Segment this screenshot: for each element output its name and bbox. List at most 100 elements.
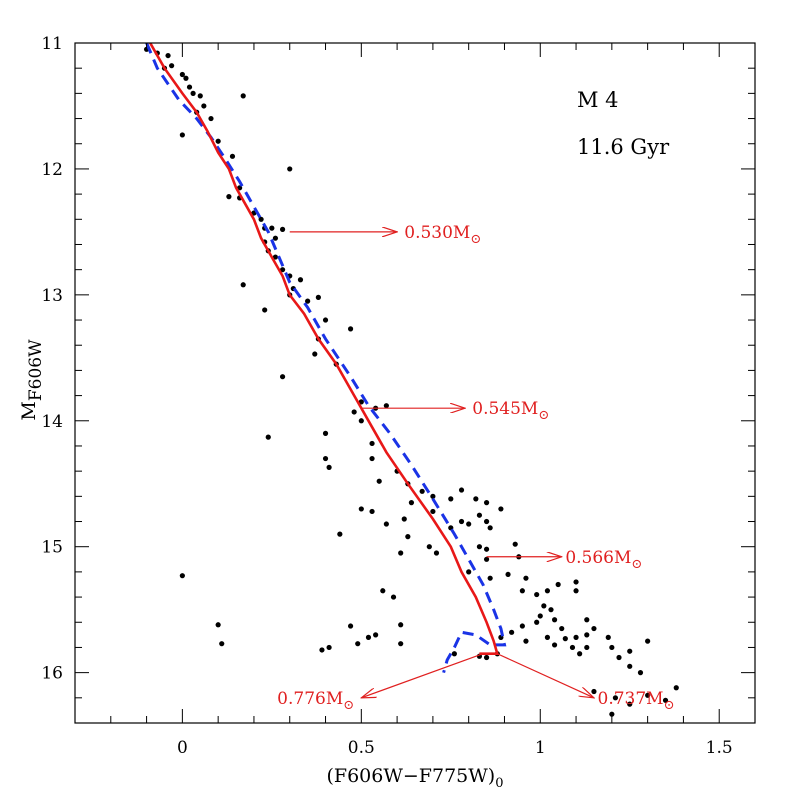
star-point (559, 625, 565, 632)
star-point (534, 591, 540, 598)
age-label: 11.6 Gyr (577, 135, 670, 159)
y-tick-label: 13 (41, 286, 63, 306)
star-point (448, 496, 454, 502)
axis-ticks: 0 0.5 1 1.5 11 12 13 14 15 16 (41, 34, 756, 758)
isochrone-dashed-line (145, 43, 507, 674)
star-point (609, 644, 615, 651)
star-point (215, 622, 221, 628)
star-point (616, 654, 622, 661)
star-point (322, 455, 329, 462)
star-point (573, 634, 579, 640)
star-point (355, 641, 361, 647)
star-point (605, 634, 611, 640)
star-point (466, 521, 472, 527)
star-point (337, 531, 343, 537)
star-point (483, 518, 490, 525)
star-point (483, 546, 490, 552)
star-point (312, 351, 318, 357)
star-point (426, 544, 432, 550)
star-point (591, 625, 597, 632)
star-point (358, 399, 364, 405)
star-point (627, 648, 633, 654)
star-point (487, 525, 493, 531)
star-point (179, 71, 185, 78)
star-point (169, 63, 175, 69)
star-point (584, 644, 590, 651)
plot-frame (74, 42, 756, 724)
star-point (544, 634, 551, 640)
mass-label: 0.737M⊙ (598, 689, 675, 713)
star-point (297, 277, 304, 283)
star-point (398, 550, 404, 556)
star-point (390, 594, 397, 600)
star-point (279, 226, 286, 232)
star-point (380, 588, 386, 594)
star-point (383, 521, 389, 527)
star-point (319, 647, 325, 653)
mass-label: 0.530M⊙ (404, 223, 481, 247)
x-tick-label: 0 (177, 738, 188, 758)
star-point (541, 603, 547, 609)
star-point (240, 93, 246, 99)
plot-marks (143, 43, 679, 717)
star-point (258, 216, 264, 222)
star-point (673, 685, 679, 691)
star-point (347, 623, 354, 629)
x-tick-label: 1 (535, 738, 546, 758)
cluster-label: M 4 (577, 88, 619, 112)
y-axis-label-sub: F606W (26, 339, 46, 401)
star-point (269, 225, 275, 231)
y-tick-label: 14 (41, 412, 63, 432)
y-tick-label: 15 (41, 538, 63, 558)
star-point (627, 701, 633, 707)
y-tick-label: 16 (41, 664, 63, 684)
star-point (219, 641, 225, 647)
star-point (358, 418, 364, 424)
mass-arrow (497, 653, 594, 698)
x-tick-label: 1.5 (706, 738, 733, 758)
star-point (272, 235, 279, 241)
star-point (584, 632, 590, 638)
star-point (229, 153, 236, 159)
star-point (584, 617, 590, 623)
star-point (509, 629, 515, 635)
star-point (483, 556, 490, 562)
x-axis-label: (F606W−F775W)0 (327, 765, 504, 791)
star-point (369, 440, 375, 447)
star-point (408, 500, 415, 506)
star-point (265, 434, 271, 440)
isochrone-solid-line (149, 43, 500, 655)
x-axis-label-main: (F606W−F775W) (327, 765, 496, 787)
star-point (208, 115, 214, 122)
star-point (398, 622, 404, 628)
star-point (544, 588, 551, 594)
star-point (272, 254, 279, 260)
star-point (548, 607, 554, 613)
star-point (458, 487, 465, 493)
mass-annotations: 0.530M⊙ 0.545M⊙ 0.566M⊙ 0.776M⊙ 0.737M⊙ (277, 223, 674, 713)
star-point (369, 508, 375, 515)
mass-label: 0.566M⊙ (565, 548, 642, 572)
star-point (573, 579, 579, 585)
star-point (373, 632, 379, 638)
star-point (398, 641, 404, 647)
mass-arrow (361, 653, 484, 698)
star-point (287, 166, 293, 172)
star-point (512, 541, 518, 547)
star-point (476, 544, 483, 550)
star-point (347, 326, 354, 332)
star-point (351, 409, 357, 415)
star-point (322, 430, 329, 436)
star-point (609, 711, 615, 717)
star-point (476, 512, 483, 518)
star-point (279, 267, 286, 273)
star-point (662, 697, 669, 703)
y-tick-label: 11 (41, 34, 63, 54)
star-point (458, 518, 465, 525)
star-point (591, 688, 597, 695)
star-point (569, 644, 576, 651)
y-tick-label: 12 (41, 160, 63, 180)
star-point (322, 317, 329, 323)
